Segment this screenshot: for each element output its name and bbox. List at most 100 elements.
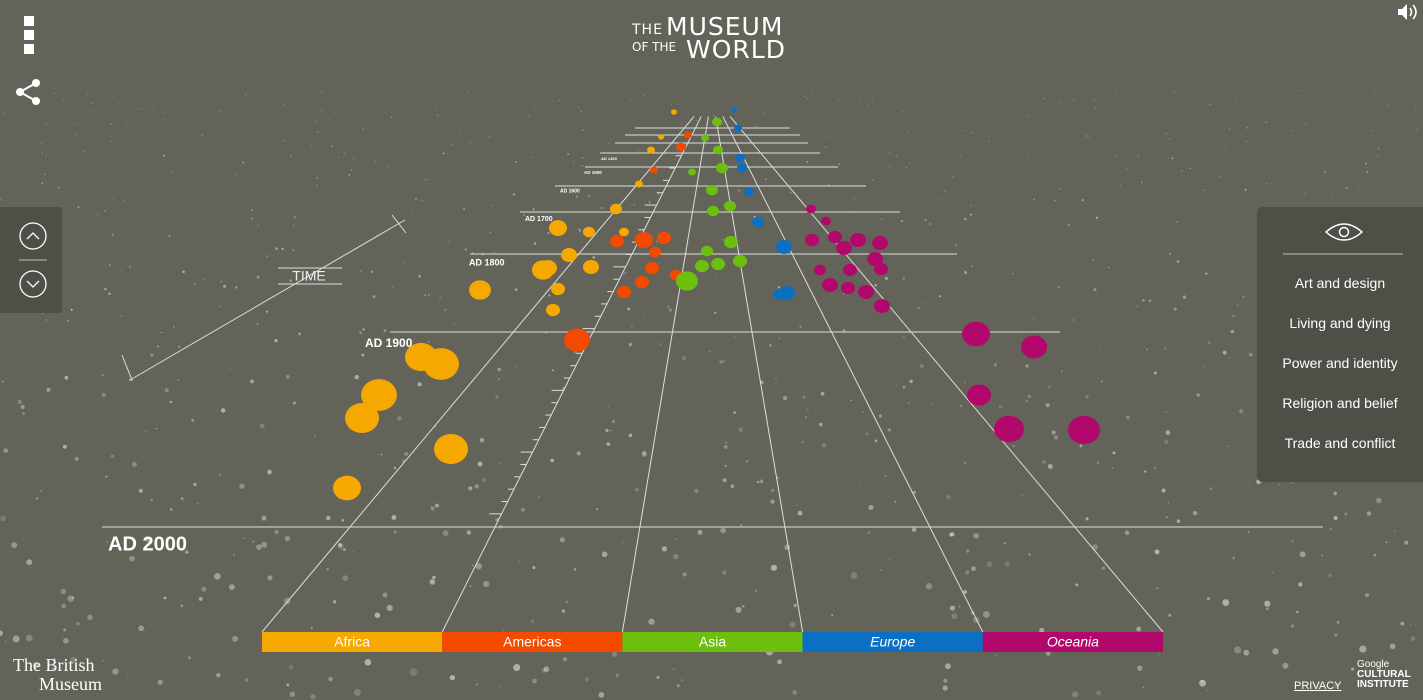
object-dot[interactable] <box>583 226 595 238</box>
object-dot[interactable] <box>994 415 1024 443</box>
object-dot[interactable] <box>737 163 747 173</box>
filter[interactable]: Power and identity <box>1282 355 1398 371</box>
object-dot[interactable] <box>773 288 785 300</box>
object-dot[interactable] <box>564 328 590 352</box>
object-dot[interactable] <box>843 263 857 277</box>
object-dot[interactable] <box>561 247 577 263</box>
object-dot[interactable] <box>649 246 661 258</box>
menu-button[interactable] <box>24 16 34 56</box>
object-dot[interactable] <box>962 321 990 347</box>
filter[interactable]: Living and dying <box>1289 315 1391 331</box>
object-dot[interactable] <box>647 146 655 154</box>
object-dot[interactable] <box>650 166 658 174</box>
object-dot[interactable] <box>858 284 874 300</box>
object-dot[interactable] <box>658 134 664 140</box>
particle <box>1142 299 1145 302</box>
object-dot[interactable] <box>688 168 696 176</box>
particle <box>383 329 387 333</box>
object-dot[interactable] <box>434 434 468 464</box>
nav-arrows[interactable] <box>0 207 62 313</box>
object-dot[interactable] <box>735 153 745 163</box>
object-dot[interactable] <box>734 124 742 132</box>
region-tab[interactable] <box>802 632 983 652</box>
object-dot[interactable] <box>583 259 599 275</box>
object-dot[interactable] <box>724 235 738 249</box>
filter[interactable]: Trade and conflict <box>1284 435 1396 451</box>
particle <box>362 128 364 130</box>
particle <box>874 284 877 287</box>
object-dot[interactable] <box>872 235 888 251</box>
object-dot[interactable] <box>676 142 686 152</box>
object-dot[interactable] <box>469 280 491 300</box>
object-dot[interactable] <box>967 384 991 406</box>
object-dot[interactable] <box>619 227 629 237</box>
object-dot[interactable] <box>361 379 397 411</box>
object-dot[interactable] <box>706 184 718 196</box>
object-dot[interactable] <box>744 187 754 197</box>
object-dot[interactable] <box>1068 415 1100 445</box>
eye-icon[interactable] <box>1257 207 1423 267</box>
particle <box>762 113 765 115</box>
object-dot[interactable] <box>701 134 709 142</box>
object-dot[interactable] <box>610 234 624 248</box>
filter[interactable]: Art and design <box>1294 275 1386 291</box>
object-dot[interactable] <box>645 261 659 275</box>
object-dot[interactable] <box>617 285 631 299</box>
object-dot[interactable] <box>713 145 723 155</box>
object-dot[interactable] <box>867 251 883 267</box>
particle <box>1245 140 1248 143</box>
privacy-link[interactable]: PRIVACY <box>1294 680 1342 692</box>
object-dot[interactable] <box>711 257 725 271</box>
object-dot[interactable] <box>695 259 709 273</box>
object-dot[interactable] <box>805 233 819 247</box>
region-tab[interactable] <box>982 632 1163 652</box>
object-dot[interactable] <box>423 348 459 380</box>
object-dot[interactable] <box>874 298 890 314</box>
particle <box>894 500 897 503</box>
object-dot[interactable] <box>712 117 722 127</box>
object-dot[interactable] <box>716 162 728 174</box>
object-dot[interactable] <box>671 109 677 115</box>
object-dot[interactable] <box>731 107 737 113</box>
object-dot[interactable] <box>676 271 698 291</box>
sound-button[interactable] <box>1396 2 1420 22</box>
object-dot[interactable] <box>776 239 792 255</box>
object-dot[interactable] <box>828 230 842 244</box>
particle <box>459 117 461 119</box>
object-dot[interactable] <box>549 220 567 236</box>
particle <box>776 476 779 479</box>
object-dot[interactable] <box>551 282 565 296</box>
object-dot[interactable] <box>539 260 557 276</box>
object-dot[interactable] <box>874 262 888 276</box>
object-dot[interactable] <box>635 232 653 248</box>
region-tab[interactable] <box>622 632 803 652</box>
object-dot[interactable] <box>724 200 736 212</box>
object-dot[interactable] <box>821 216 831 226</box>
object-dot[interactable] <box>850 232 866 248</box>
particle <box>530 619 535 624</box>
object-dot[interactable] <box>806 204 816 214</box>
object-dot[interactable] <box>733 254 747 268</box>
object-dot[interactable] <box>752 216 764 228</box>
object-dot[interactable] <box>684 131 692 139</box>
object-dot[interactable] <box>814 264 826 276</box>
object-dot[interactable] <box>657 231 671 245</box>
object-dot[interactable] <box>707 205 719 217</box>
region-tab[interactable] <box>442 632 623 652</box>
object-dot[interactable] <box>345 403 379 433</box>
share-button[interactable] <box>14 77 44 107</box>
object-dot[interactable] <box>610 203 622 215</box>
date-label: AD 1400 <box>601 156 618 161</box>
object-dot[interactable] <box>635 180 643 188</box>
region-tab[interactable] <box>262 632 443 652</box>
filter[interactable]: Religion and belief <box>1282 395 1398 411</box>
object-dot[interactable] <box>635 275 649 289</box>
object-dot[interactable] <box>333 475 361 501</box>
object-dot[interactable] <box>836 240 852 256</box>
object-dot[interactable] <box>701 245 713 257</box>
object-dot[interactable] <box>1021 335 1047 359</box>
object-dot[interactable] <box>546 303 560 317</box>
object-dot[interactable] <box>822 277 838 293</box>
object-dot[interactable] <box>841 281 855 295</box>
particle <box>1278 484 1281 486</box>
